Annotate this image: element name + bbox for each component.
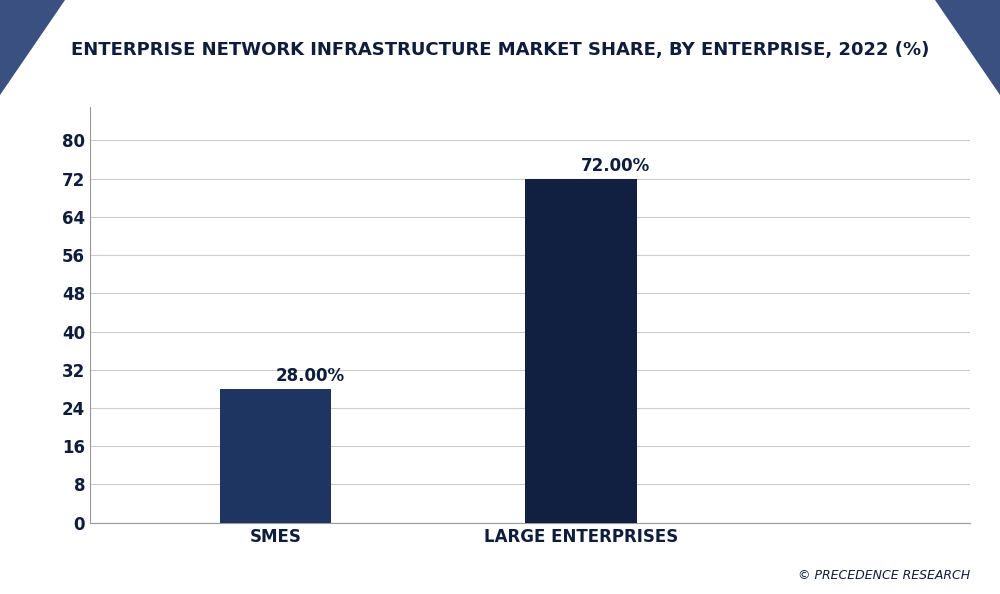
Text: 72.00%: 72.00%	[581, 157, 650, 175]
Bar	[525, 179, 637, 523]
Text: © PRECEDENCE RESEARCH: © PRECEDENCE RESEARCH	[798, 569, 970, 582]
Bar	[220, 389, 331, 523]
Text: ENTERPRISE NETWORK INFRASTRUCTURE MARKET SHARE, BY ENTERPRISE, 2022 (%): ENTERPRISE NETWORK INFRASTRUCTURE MARKET…	[71, 42, 929, 59]
Text: 28.00%: 28.00%	[275, 367, 344, 385]
